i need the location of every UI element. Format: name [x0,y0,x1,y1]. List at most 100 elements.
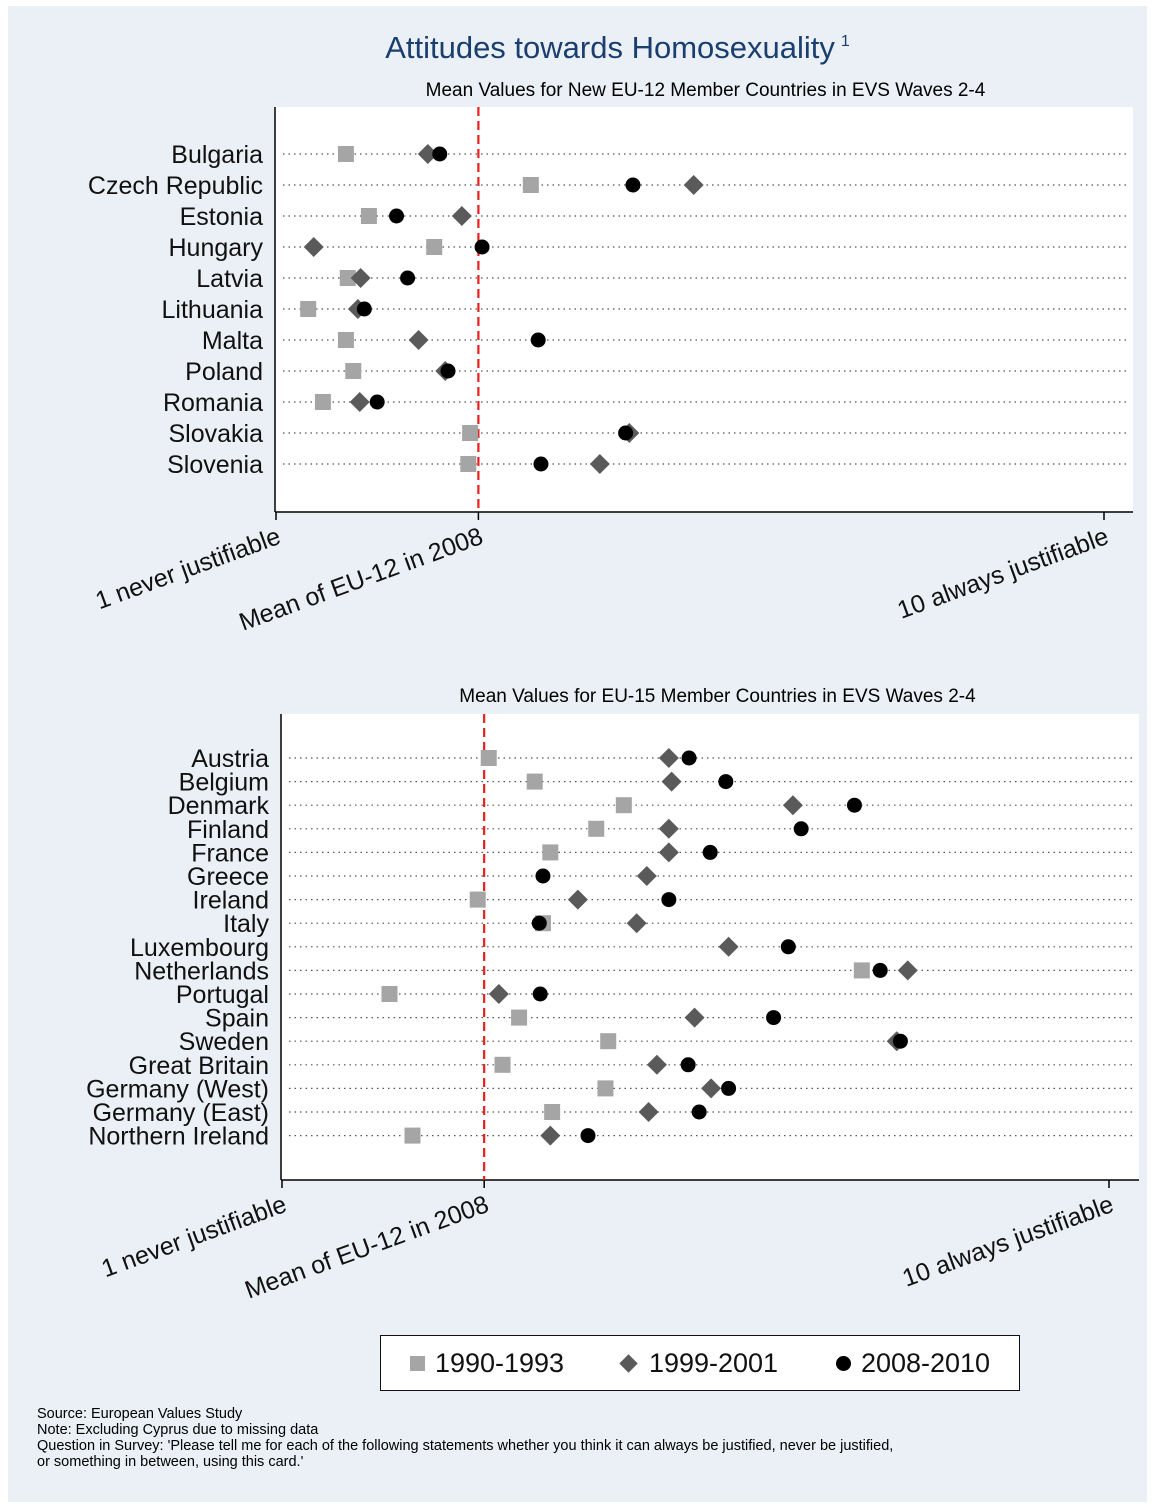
point-1990-1993 [542,844,559,861]
point-2008-2010 [780,939,796,955]
point-1990-1993 [337,332,354,348]
point-1999-2001 [658,842,679,863]
point-1999-2001 [626,913,647,934]
point-1999-2001 [718,936,739,957]
category-label: Luxembourg [130,934,269,962]
category-label: Greece [187,863,269,891]
legend-item-1990: 1990-1993 [409,1347,565,1379]
point-2008-2010 [846,797,862,813]
category-label: Portugal [176,981,269,1009]
category-label: Great Britain [129,1052,269,1080]
point-1999-2001 [451,206,472,226]
point-1999-2001 [408,330,429,350]
point-2008-2010 [432,146,448,162]
category-label: Germany (East) [93,1099,269,1127]
point-1990-1993 [588,820,605,837]
square-marker-icon [409,1355,425,1371]
circle-marker-icon [835,1355,851,1371]
point-2008-2010 [440,363,456,379]
point-1990-1993 [345,363,362,379]
point-1990-1993 [339,270,356,286]
point-1999-2001 [684,1007,705,1028]
point-1999-2001 [349,392,370,412]
diamond-marker-icon [619,1353,638,1373]
category-label: Romania [163,389,263,417]
category-label: Austria [191,745,269,773]
point-2008-2010 [718,774,734,790]
point-1999-2001 [897,960,918,981]
point-1990-1993 [544,1104,561,1120]
point-1999-2001 [417,144,438,164]
point-2008-2010 [530,332,546,348]
point-2008-2010 [681,750,697,766]
point-1990-1993 [600,1033,617,1050]
category-label: Poland [185,358,263,386]
category-label: Sweden [179,1028,269,1056]
x-tick-label: 1 never justifiable [98,1190,290,1283]
point-1990-1993 [615,797,632,814]
point-2008-2010 [389,208,405,224]
x-tick-label: 10 always justifiable [899,1190,1118,1292]
point-1999-2001 [636,866,657,886]
point-1990-1993 [522,177,539,193]
category-label: Hungary [169,234,264,262]
legend-label-1990: 1990-1993 [434,1347,565,1378]
point-1990-1993 [480,750,497,766]
point-1999-2001 [658,748,679,768]
category-label: Slovakia [169,420,264,448]
category-label: Germany (West) [86,1075,269,1103]
point-2008-2010 [531,915,547,931]
note-exclusion: Note: Excluding Cyprus due to missing da… [37,1422,319,1438]
point-1999-2001 [683,175,704,195]
point-2008-2010 [872,962,888,978]
point-1999-2001 [303,237,324,257]
point-2008-2010 [680,1057,696,1073]
x-tick-label: 10 always justifiable [894,522,1113,624]
point-1999-2001 [350,268,371,288]
point-1999-2001 [488,984,509,1004]
subtitle-eu15: Mean Values for EU-15 Member Countries i… [459,686,976,707]
category-label: Spain [205,1005,269,1033]
point-1999-2001 [701,1078,722,1099]
point-1990-1993 [853,962,870,979]
note-question: Question in Survey: 'Please tell me for … [37,1438,894,1454]
point-2008-2010 [618,425,634,441]
point-1999-2001 [661,771,682,792]
point-1990-1993 [597,1080,614,1097]
point-1999-2001 [540,1125,561,1146]
point-2008-2010 [766,1010,782,1026]
point-2008-2010 [892,1033,908,1049]
notes: Source: European Values Study Note: Excl… [37,1406,1137,1470]
page-title: Attitudes towards Homosexuality 1 [385,30,850,65]
point-2008-2010 [400,270,416,286]
point-1990-1993 [462,425,479,441]
point-2008-2010 [721,1080,737,1096]
note-source: Source: European Values Study [37,1406,243,1422]
point-2008-2010 [580,1128,596,1144]
point-1990-1993 [526,773,543,790]
category-label: Lithuania [162,296,264,324]
point-2008-2010 [533,456,549,472]
point-1990-1993 [360,208,377,224]
category-label: Finland [187,816,269,844]
plot-eu12: Bulgaria Czech Republic Estonia Hungary Latv… [88,107,1133,636]
point-2008-2010 [793,821,809,837]
legend: 1990-1993 1999-2001 2008-2010 [380,1335,1020,1391]
point-1990-1993 [300,301,317,317]
point-1990-1993 [494,1056,511,1073]
point-1990-1993 [404,1127,421,1144]
point-1990-1993 [469,891,486,908]
category-label: Ireland [193,887,269,915]
title-footnote: 1 [840,33,850,50]
point-1990-1993 [337,146,354,162]
point-2008-2010 [661,892,677,908]
category-label: Bulgaria [171,141,263,169]
point-2008-2010 [532,986,548,1002]
category-label: Estonia [180,203,263,231]
category-label: Italy [223,910,269,938]
category-label: Belgium [179,769,269,797]
point-1999-2001 [646,1054,667,1075]
point-1990-1993 [314,394,331,410]
point-1990-1993 [460,456,477,472]
